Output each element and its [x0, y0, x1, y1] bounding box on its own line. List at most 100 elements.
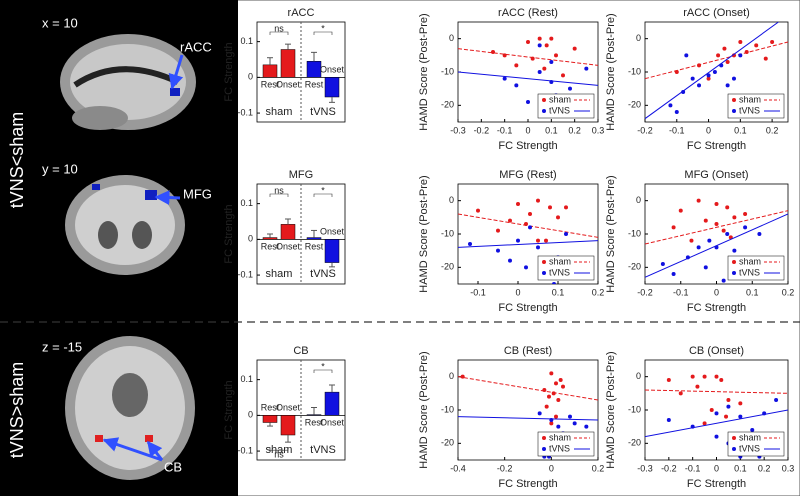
data-point [526, 40, 530, 44]
y-axis-label: HAMD Score (Post-Pre) [605, 351, 617, 468]
y-tick-label: -0.1 [237, 269, 253, 279]
plot-content [645, 374, 788, 459]
data-point [514, 63, 519, 68]
y-tick-label: -20 [628, 100, 641, 110]
x-axis-label: FC Strength [498, 140, 557, 152]
group-label: tVNS>sham [7, 362, 27, 459]
fit-line [458, 48, 598, 66]
y-tick-label: -20 [628, 438, 641, 448]
significance-label: * [321, 361, 325, 371]
data-point [721, 228, 726, 233]
y-tick-label: -10 [441, 228, 454, 238]
x-tick-label: 0.2 [758, 463, 771, 473]
category-label: Onset [276, 403, 301, 413]
chart-title: MFG (Rest) [499, 169, 556, 181]
brain-sagittal [60, 34, 196, 130]
bar [280, 415, 296, 436]
group-label: sham [266, 106, 293, 118]
y-axis-label: HAMD Score (Post-Pre) [605, 13, 617, 130]
data-point [564, 232, 568, 236]
legend-box [537, 93, 595, 119]
legend-label: tVNS [549, 443, 570, 453]
significance-bracket [269, 31, 289, 35]
legend-box [537, 431, 595, 457]
brain-axial [65, 336, 195, 480]
data-point [530, 56, 535, 61]
category-label: Rest [305, 80, 324, 90]
y-tick-label: 0.1 [240, 374, 253, 384]
brain-coronal [65, 175, 185, 275]
data-point [526, 100, 530, 104]
x-tick-label: 0 [549, 463, 554, 473]
data-point [678, 391, 683, 396]
category-label: Rest [305, 242, 324, 252]
y-axis-label: HAMD Score (Post-Pre) [418, 351, 430, 468]
data-point [536, 245, 540, 250]
data-point [750, 428, 755, 432]
data-point [502, 53, 507, 58]
data-point [728, 235, 733, 240]
data-point [690, 374, 695, 379]
data-point [556, 424, 561, 429]
y-axis-label: HAMD Score (Post-Pre) [418, 13, 430, 130]
arrow [154, 190, 181, 206]
x-tick-label: 0 [714, 287, 719, 297]
data-point [536, 198, 540, 203]
fit-line [458, 240, 598, 248]
data-point [508, 258, 512, 263]
data-point [548, 205, 552, 210]
chart-title: rACC (Rest) [498, 7, 558, 19]
legend-label: sham [739, 432, 761, 442]
legend-marker [542, 447, 546, 451]
fit-line [645, 41, 788, 80]
x-tick-label: -0.1 [685, 463, 701, 473]
data-point [714, 434, 719, 439]
data-point [502, 76, 507, 81]
x-tick-label: -0.1 [497, 125, 513, 135]
category-label: Rest [261, 80, 280, 90]
x-tick-label: 0.3 [592, 125, 605, 135]
y-tick-label: -10 [628, 228, 641, 238]
data-point [536, 238, 540, 243]
fit-line [645, 22, 779, 120]
y-tick-label: -20 [441, 100, 454, 110]
data-point [554, 381, 558, 386]
data-point [666, 378, 671, 382]
data-point [561, 384, 565, 389]
legend-label: tVNS [739, 105, 760, 115]
fit-line [645, 210, 788, 245]
data-point [732, 215, 737, 220]
data-point [542, 388, 547, 392]
fit-line [458, 416, 598, 421]
data-point [544, 404, 549, 409]
significance-label: ns [274, 185, 284, 195]
x-tick-label: 0 [515, 287, 520, 297]
plot-content [645, 22, 788, 120]
bar [324, 391, 340, 416]
data-point [738, 53, 743, 58]
x-tick-label: -0.1 [673, 287, 689, 297]
y-tick-label: 0 [248, 410, 253, 420]
data-point [706, 73, 711, 78]
x-tick-label: 0 [714, 463, 719, 473]
data-point [508, 218, 512, 223]
data-point [476, 208, 480, 213]
y-tick-label: -20 [441, 438, 454, 448]
y-tick-label: -20 [628, 262, 641, 272]
legend-box [537, 255, 595, 281]
data-point [702, 374, 707, 379]
data-point [568, 414, 572, 419]
data-point [542, 66, 547, 71]
group-label: tVNS [310, 106, 336, 118]
y-tick-label: 0 [636, 195, 641, 205]
plot-content [458, 198, 598, 284]
legend-label: sham [549, 94, 571, 104]
data-point [689, 238, 694, 243]
legend-marker [732, 436, 736, 440]
data-point [568, 86, 572, 91]
y-tick-label: 0 [449, 33, 454, 43]
data-point [660, 262, 665, 266]
data-point [725, 232, 730, 236]
group-label: sham [266, 268, 293, 280]
x-tick-label: 0.2 [592, 287, 605, 297]
